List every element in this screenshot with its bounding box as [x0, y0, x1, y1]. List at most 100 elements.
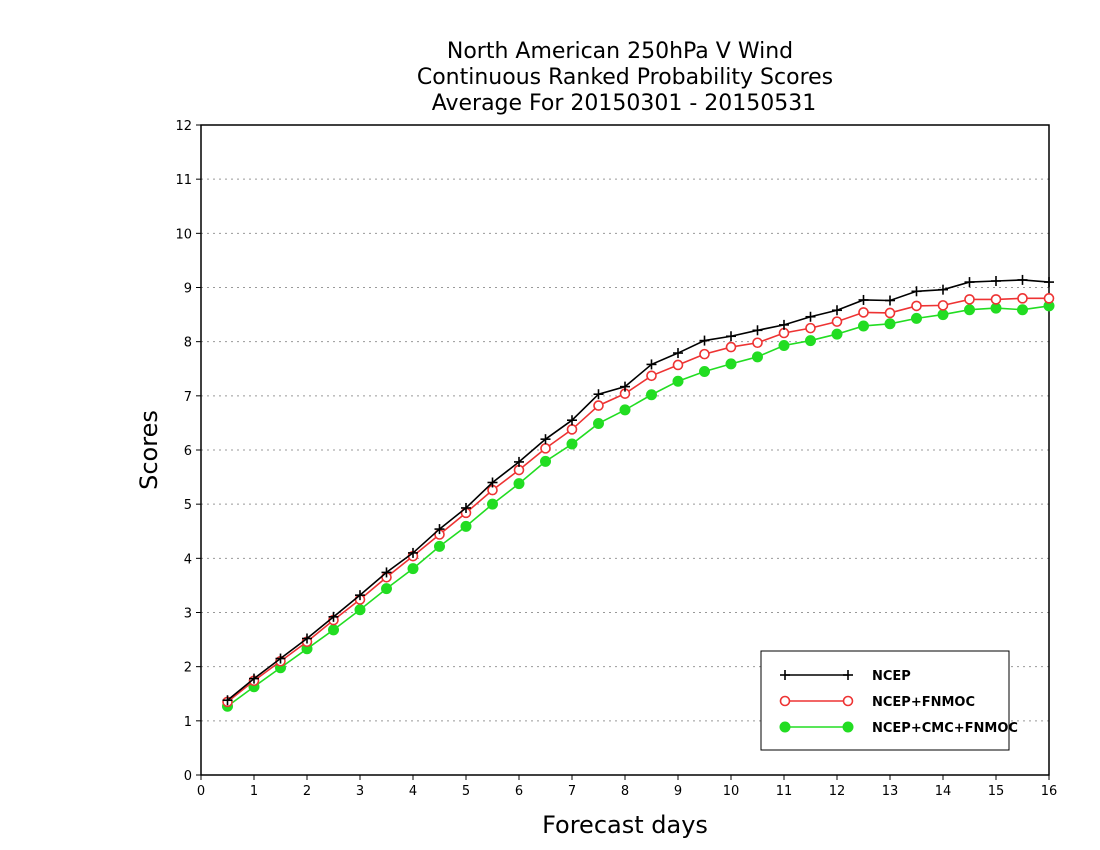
plus-marker [779, 319, 789, 330]
plus-marker [991, 276, 1001, 286]
x-tick-label: 11 [776, 784, 793, 799]
y-tick-label: 12 [175, 119, 192, 134]
y-tick-label: 8 [184, 336, 192, 351]
open-circle-marker [831, 316, 843, 327]
filled-circle-marker [699, 365, 710, 377]
filled-circle-marker [434, 540, 445, 552]
open-circle-marker [1043, 293, 1055, 304]
y-axis-title: Scores [135, 410, 163, 490]
plus-marker [355, 590, 365, 601]
x-tick-label: 16 [1041, 784, 1058, 799]
y-tick-label: 9 [184, 282, 192, 297]
plus-marker [858, 294, 869, 305]
open-circle-marker [964, 294, 975, 305]
x-tick-label: 10 [723, 784, 740, 799]
y-tick-label: 3 [184, 607, 192, 622]
x-tick-label: 8 [621, 784, 629, 799]
plus-marker [673, 348, 683, 359]
x-tick-label: 12 [829, 784, 846, 799]
x-tick-label: 15 [988, 784, 1005, 799]
y-tick-label: 5 [184, 498, 192, 513]
plus-marker [593, 389, 604, 400]
open-circle-marker [858, 307, 869, 318]
open-circle-marker [779, 695, 791, 707]
y-tick-label: 6 [184, 444, 192, 459]
plus-marker [567, 415, 577, 426]
plus-marker [249, 673, 259, 684]
open-circle-marker [937, 300, 949, 311]
chart-title-line-2: Continuous Ranked Probability Scores [417, 65, 833, 90]
x-axis-ticks: 0 1 2 3 4 5 6 7 8 9 10 11 12 13 14 15 16 [197, 775, 1057, 799]
plus-marker [752, 325, 763, 336]
x-tick-label: 7 [568, 784, 576, 799]
filled-circle-marker [884, 318, 896, 330]
series-line [226, 279, 1050, 701]
legend-label: NCEP [872, 669, 911, 684]
filled-circle-marker [779, 721, 791, 733]
filled-circle-marker [778, 339, 790, 351]
filled-circle-marker [911, 312, 922, 324]
filled-circle-marker [354, 604, 366, 616]
open-circle-marker [805, 322, 816, 334]
filled-circle-marker [513, 478, 525, 490]
plus-marker [699, 335, 710, 346]
filled-circle-marker [619, 404, 631, 416]
chart-title-line-1: North American 250hPa V Wind [447, 39, 793, 64]
plus-marker [843, 670, 853, 680]
open-circle-marker [752, 337, 763, 349]
plus-marker [434, 524, 445, 535]
y-tick-label: 1 [184, 715, 192, 730]
plus-marker [805, 311, 816, 322]
x-tick-label: 4 [409, 784, 417, 799]
x-axis-title: Forecast days [542, 811, 708, 839]
x-tick-label: 1 [250, 784, 258, 799]
series-ncep [222, 274, 1054, 706]
open-circle-marker [646, 370, 657, 382]
filled-circle-marker [831, 328, 843, 340]
x-tick-label: 6 [515, 784, 523, 799]
plus-marker [302, 633, 312, 644]
plus-marker [1017, 274, 1028, 285]
plus-marker [885, 295, 895, 306]
legend-label: NCEP+CMC+FNMOC [872, 721, 1018, 736]
filled-circle-marker [328, 624, 339, 636]
open-circle-marker [911, 300, 922, 312]
plus-marker [620, 381, 630, 392]
series-layer [222, 274, 1055, 712]
plus-marker [646, 359, 657, 370]
plus-marker [726, 331, 736, 342]
filled-circle-marker [566, 438, 578, 450]
open-circle-marker [593, 400, 604, 411]
chart-title-line-3: Average For 20150301 - 20150531 [432, 91, 817, 116]
filled-circle-marker [937, 309, 949, 321]
plus-marker [275, 653, 286, 664]
gridlines [201, 178, 1049, 722]
legend: NCEP NCEP+FNMOC NCEP+CMC+FNMOC [760, 650, 1018, 751]
filled-circle-marker [964, 304, 975, 316]
filled-circle-marker [407, 563, 419, 575]
y-tick-label: 0 [184, 769, 192, 784]
plus-marker [461, 502, 471, 513]
open-circle-marker [566, 424, 578, 435]
plus-marker [408, 547, 418, 558]
open-circle-marker [990, 294, 1002, 305]
plus-marker [328, 611, 339, 622]
series-line [227, 305, 1050, 707]
y-tick-label: 7 [184, 390, 192, 405]
open-circle-marker [842, 695, 854, 707]
y-tick-label: 11 [175, 173, 192, 188]
plus-marker [540, 434, 551, 445]
plus-marker [911, 286, 922, 297]
open-circle-marker [725, 341, 737, 353]
filled-circle-marker [487, 498, 498, 510]
open-circle-marker [699, 348, 710, 360]
legend-item: NCEP [780, 669, 911, 684]
open-circle-marker [672, 359, 684, 371]
y-tick-label: 10 [175, 227, 192, 242]
plus-marker [1044, 277, 1054, 288]
plus-marker [832, 305, 842, 316]
legend-label: NCEP+FNMOC [872, 695, 975, 710]
series-ncep-fnmoc [222, 293, 1055, 708]
